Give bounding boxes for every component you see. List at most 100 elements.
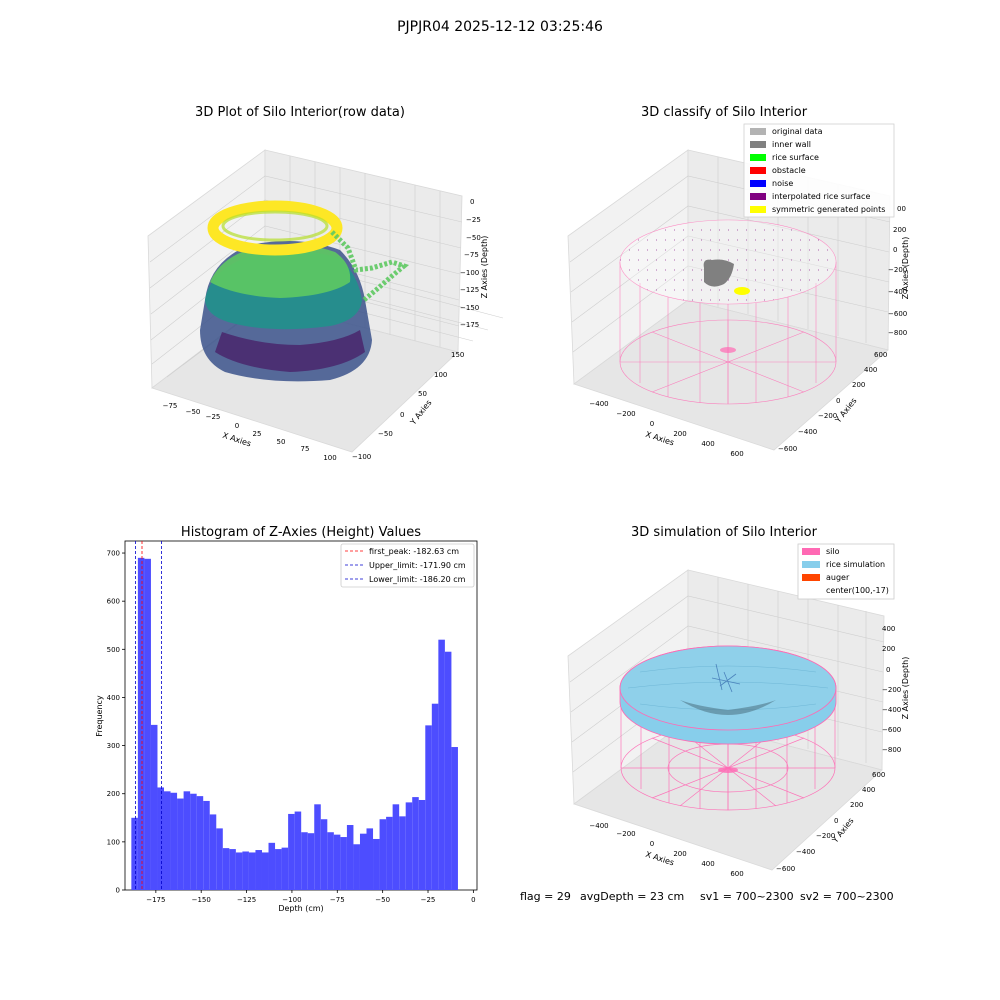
z-tick-label: 200 [893, 226, 906, 234]
histogram-bar [157, 787, 165, 890]
y-tick-labels: −600 −400 −200 0 200 400 600 [776, 771, 885, 873]
x-tick-label: 0 [235, 422, 239, 430]
histogram-bar [137, 557, 145, 890]
histogram-bar [131, 817, 138, 890]
legend-label: Lower_limit: -186.20 cm [369, 575, 466, 584]
histogram-bar [209, 814, 217, 890]
histogram-bar [392, 804, 400, 890]
histogram-bar [399, 816, 406, 890]
histogram-bar [216, 828, 223, 890]
y-tick-label: −400 [798, 428, 817, 436]
legend-swatch-interpolated [750, 193, 766, 200]
legend-label: Upper_limit: -171.90 cm [369, 561, 466, 570]
y-tick-label: −600 [776, 865, 795, 873]
y-tick-label: 400 [864, 366, 877, 374]
histogram-bar [425, 725, 432, 890]
cone-depression [680, 700, 776, 715]
x-tick-label: 400 [701, 860, 714, 868]
z-tick-label: −600 [888, 310, 907, 318]
x-tick-label: 200 [673, 430, 686, 438]
y-tick-label: 300 [107, 742, 120, 750]
legend-label: first_peak: -182.63 cm [369, 547, 459, 556]
y-tick-label: 0 [116, 887, 120, 895]
x-tick-labels: −400 −200 0 200 400 600 [589, 400, 743, 458]
histogram-bar [386, 816, 393, 890]
histogram-bar [203, 800, 210, 890]
y-axis-label: Y Axies [408, 398, 434, 427]
histogram-bar [359, 833, 367, 890]
z-tick-label: 400 [882, 625, 895, 633]
pane-floor [573, 299, 889, 451]
histogram-bar [451, 747, 458, 890]
histogram-bar [170, 792, 178, 890]
legend-swatch-rice-surface [750, 154, 766, 161]
z-tick-label: −125 [460, 286, 479, 294]
y-tick-label: 50 [418, 390, 427, 398]
histogram-bar [281, 847, 289, 890]
legend-swatch-inner-wall [750, 141, 766, 148]
y-tick-label: 0 [834, 817, 838, 825]
x-tick-label: 100 [323, 454, 336, 462]
legend-swatch-noise [750, 180, 766, 187]
y-tick-label: 200 [107, 790, 120, 798]
histogram-bar [268, 842, 276, 890]
histogram-bar [301, 832, 308, 890]
legend-swatch-obstacle [750, 167, 766, 174]
x-tick-label: 25 [253, 430, 262, 438]
legend-label: noise [772, 179, 793, 188]
z-tick-label: −100 [460, 269, 479, 277]
inner-wall-patch [703, 259, 734, 287]
y-tick-label: 0 [400, 411, 404, 419]
x-tick-label: −100 [282, 896, 301, 904]
z-axis-label: Z Axies (Depth) [901, 657, 910, 720]
x-tick-label: −150 [192, 896, 211, 904]
legend-label: interpolated rice surface [772, 192, 870, 201]
x-tick-label: −200 [616, 410, 635, 418]
x-tick-labels: −400 −200 0 200 400 600 [589, 822, 743, 878]
y-tick-label: 500 [107, 646, 120, 654]
legend-swatch-silo [802, 548, 820, 555]
y-tick-label: 600 [107, 598, 120, 606]
x-tick-label: −75 [163, 402, 178, 410]
silo-wireframe [619, 219, 837, 405]
z-tick-label: −800 [882, 746, 901, 754]
legend-label: obstacle [772, 166, 806, 175]
histogram-bars [131, 557, 458, 890]
legend-swatch-auger [802, 574, 820, 581]
status-avg-depth: avgDepth = 23 cm [580, 890, 684, 903]
z-tick-label: 0 [886, 666, 890, 674]
rice-simulation-surface [619, 645, 837, 731]
histogram-bar [275, 849, 282, 890]
status-line: flag = 29 avgDepth = 23 cm sv1 = 700~230… [520, 890, 894, 903]
legend-label: rice surface [772, 153, 819, 162]
histogram-bar [164, 791, 171, 890]
histogram-bar [261, 852, 269, 890]
legend: first_peak: -182.63 cm Upper_limit: -171… [340, 543, 475, 588]
bottom-center-mark [720, 347, 736, 353]
z-tick-label: −175 [460, 321, 479, 329]
y-tick-label: −50 [378, 430, 393, 438]
legend-swatch-rice-simulation [802, 561, 820, 568]
z-tick-labels: 0 −25 −50 −75 −100 −125 −150 −175 [460, 198, 481, 329]
histogram-bar [353, 844, 360, 890]
z-axis-label: Z Axies (Depth) [901, 237, 910, 300]
y-tick-label: 400 [107, 694, 120, 702]
legend-label: rice simulation [826, 560, 885, 569]
legend-label: center(100,-17) [826, 586, 889, 595]
y-tick-label: 400 [862, 786, 875, 794]
y-tick-label: −600 [778, 445, 797, 453]
z-tick-labels: 400 200 0 −200 −400 −600 −800 [882, 625, 901, 754]
legend-label: inner wall [772, 140, 811, 149]
x-tick-label: −400 [589, 822, 608, 830]
histogram-bar [346, 825, 354, 890]
x-tick-label: −125 [237, 896, 256, 904]
histogram-bar [418, 799, 426, 890]
z-tick-label: 00 [897, 205, 906, 213]
x-tick-labels: −75 −50 −25 0 25 50 75 100 [163, 402, 337, 462]
z-axis-label: Z Axies (Depth) [480, 236, 489, 299]
y-tick-label: 700 [107, 550, 120, 558]
x-tick-label: 0 [650, 840, 654, 848]
symmetric-points-patch [734, 287, 750, 295]
bottom-center-mark [718, 767, 738, 773]
